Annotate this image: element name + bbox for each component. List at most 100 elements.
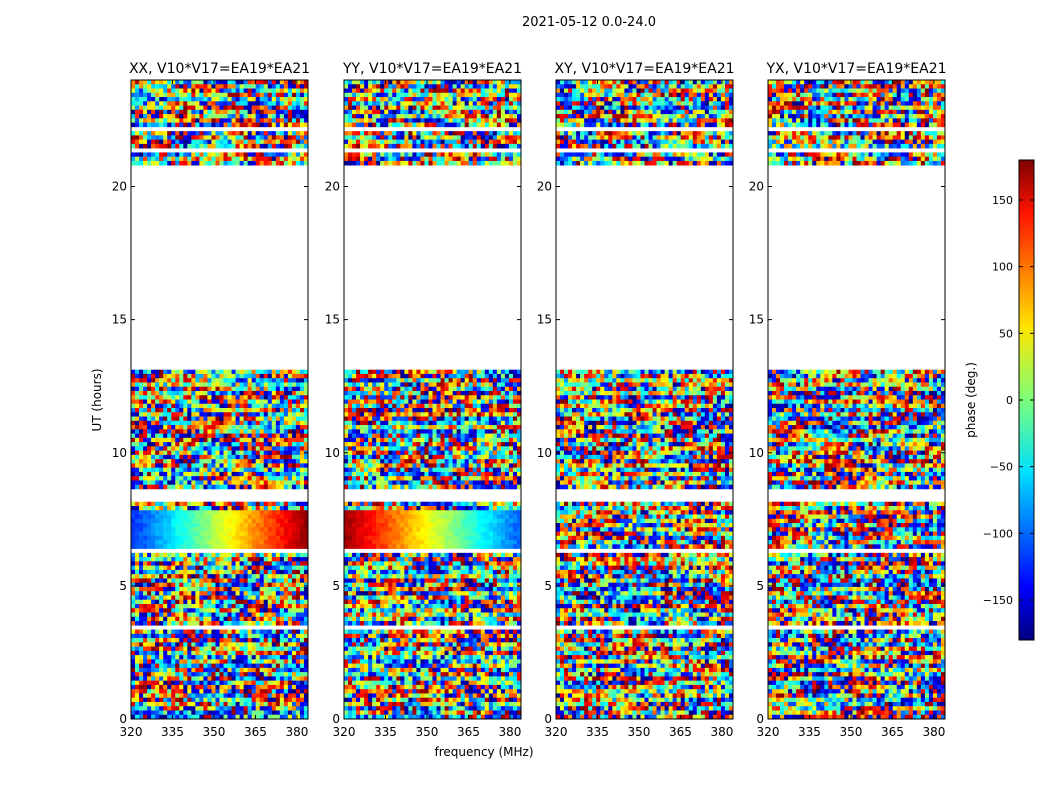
phase-cell — [303, 646, 308, 652]
phase-cell — [376, 88, 381, 94]
phase-cell — [155, 693, 160, 698]
phase-cell — [151, 552, 156, 558]
phase-cell — [191, 395, 196, 400]
phase-cell — [199, 689, 204, 694]
phase-cell — [183, 122, 188, 128]
phase-cell — [283, 382, 289, 388]
phase-cell — [143, 523, 148, 528]
phase-cell — [219, 80, 224, 85]
phase-cell — [496, 118, 502, 123]
phase-cell — [195, 454, 200, 460]
phase-cell — [135, 582, 140, 588]
phase-cell — [183, 467, 188, 473]
phase-cell — [171, 514, 176, 520]
phase-cell — [183, 97, 188, 102]
phase-cell — [255, 638, 261, 643]
phase-cell — [303, 433, 308, 439]
phase-cell — [135, 697, 140, 703]
phase-cell — [147, 101, 152, 106]
phase-cell — [227, 633, 232, 639]
phase-cell — [155, 667, 160, 673]
phase-cell — [352, 84, 357, 89]
phase-cell — [227, 450, 232, 456]
phase-cell — [159, 676, 164, 681]
phase-cell — [516, 105, 521, 111]
phase-cell — [163, 399, 168, 405]
phase-cell — [175, 446, 180, 451]
phase-cell — [263, 437, 269, 443]
phase-cell — [207, 582, 212, 588]
phase-cell — [271, 599, 277, 605]
phase-cell — [243, 109, 248, 115]
phase-cell — [259, 454, 265, 460]
phase-cell — [131, 135, 136, 140]
phase-cell — [271, 689, 277, 694]
phase-cell — [267, 569, 273, 575]
phase-cell — [135, 135, 140, 140]
phase-cell — [295, 403, 301, 409]
phase-cell — [143, 506, 148, 511]
phase-cell — [295, 612, 301, 618]
phase-cell — [295, 642, 301, 647]
phase-cell — [283, 552, 289, 558]
phase-cell — [291, 655, 297, 660]
phase-cell — [412, 88, 417, 94]
phase-cell — [147, 527, 152, 532]
phase-cell — [295, 463, 301, 468]
phase-cell — [352, 152, 357, 157]
phase-cell — [135, 638, 140, 643]
phase-cell — [231, 650, 236, 656]
phase-cell — [267, 514, 273, 520]
phase-cell — [299, 131, 305, 136]
phase-cell — [223, 429, 228, 434]
phase-cell — [163, 629, 168, 635]
phase-cell — [135, 714, 140, 719]
phase-cell — [295, 629, 301, 635]
phase-cell — [283, 518, 289, 524]
phase-cell — [167, 467, 172, 473]
phase-cell — [504, 84, 510, 89]
phase-cell — [235, 425, 240, 430]
phase-cell — [167, 531, 172, 537]
phase-cell — [171, 689, 176, 694]
phase-cell — [251, 97, 256, 102]
phase-cell — [199, 544, 204, 549]
phase-cell — [283, 582, 289, 588]
phase-cell — [299, 595, 305, 601]
phase-cell — [275, 680, 281, 686]
phase-cell — [263, 697, 269, 703]
phase-cell — [235, 476, 240, 481]
phase-cell — [492, 118, 498, 123]
phase-cell — [183, 84, 188, 89]
phase-cell — [219, 693, 224, 698]
phase-cell — [163, 612, 168, 618]
phase-cell — [384, 97, 389, 102]
phase-cell — [287, 84, 293, 89]
phase-cell — [155, 463, 160, 468]
phase-cell — [484, 109, 490, 115]
phase-cell — [295, 663, 301, 669]
phase-cell — [211, 667, 216, 673]
phase-cell — [135, 535, 140, 541]
phase-cell — [488, 84, 494, 89]
phase-cell — [227, 535, 232, 541]
phase-cell — [239, 429, 244, 434]
phase-cell — [175, 714, 180, 719]
phase-cell — [468, 131, 474, 136]
phase-cell — [179, 88, 184, 94]
phase-cell — [239, 476, 244, 481]
phase-cell — [271, 608, 277, 613]
phase-cell — [223, 535, 228, 541]
phase-cell — [295, 655, 301, 660]
phase-cell — [143, 420, 148, 426]
phase-cell — [179, 160, 184, 166]
phase-cell — [392, 92, 397, 98]
phase-cell — [235, 378, 240, 383]
phase-cell — [135, 399, 140, 405]
phase-cell — [195, 80, 200, 85]
phase-cell — [291, 540, 297, 545]
phase-cell — [287, 650, 293, 656]
phase-cell — [271, 412, 277, 417]
phase-cell — [195, 638, 200, 643]
phase-cell — [183, 480, 188, 485]
